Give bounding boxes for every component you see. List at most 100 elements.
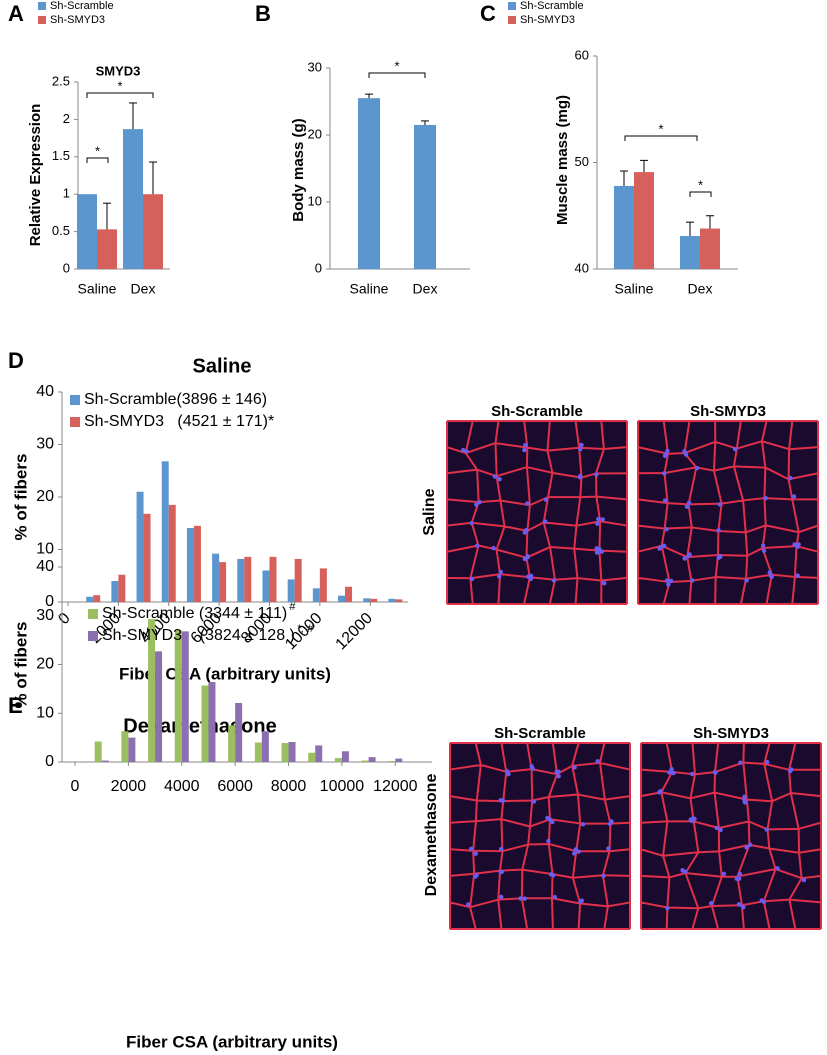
- legend-swatch: [38, 2, 46, 10]
- nucleus: [595, 521, 600, 526]
- panel-label: E: [8, 693, 23, 718]
- nucleus: [602, 581, 607, 586]
- nucleus: [528, 576, 534, 582]
- nucleus: [763, 495, 769, 501]
- nucleus: [736, 902, 742, 907]
- nucleus: [551, 873, 556, 878]
- nucleus: [580, 822, 586, 827]
- image-row-label: Saline: [421, 488, 438, 535]
- bar: [680, 235, 700, 269]
- nucleus: [551, 578, 557, 583]
- fiber-membranes: [637, 420, 819, 605]
- x-tick-label: 12000: [373, 778, 418, 795]
- nucleus: [742, 794, 747, 799]
- bar: [395, 599, 403, 602]
- bar: [368, 757, 376, 762]
- legend-swatch: [38, 16, 46, 24]
- nucleus: [683, 452, 689, 457]
- nucleus: [543, 519, 548, 524]
- bar: [97, 229, 117, 269]
- bar: [334, 758, 342, 762]
- bar: [155, 651, 163, 762]
- panel-label: D: [8, 348, 24, 373]
- nucleus: [578, 446, 583, 452]
- nucleus: [760, 543, 766, 548]
- nucleus: [498, 569, 504, 575]
- legend-label: Sh-SMYD3 (3824 ± 128 ): [102, 627, 295, 644]
- nucleus: [550, 819, 555, 825]
- nucleus: [522, 896, 528, 901]
- nucleus: [545, 815, 550, 821]
- nucleus: [775, 866, 780, 871]
- nucleus: [742, 797, 747, 803]
- y-axis-label: Muscle mass (mg): [554, 95, 571, 225]
- bar: [262, 570, 270, 602]
- nucleus: [573, 847, 579, 852]
- bar: [121, 731, 129, 762]
- bar: [395, 758, 403, 762]
- bar: [77, 194, 97, 269]
- significance-bracket: [86, 157, 109, 163]
- nucleus: [546, 838, 551, 844]
- nucleus: [469, 576, 475, 582]
- nucleus: [764, 759, 770, 765]
- bar: [143, 513, 151, 602]
- nucleus: [497, 574, 502, 579]
- y-tick-label: 0: [63, 260, 70, 275]
- nucleus: [529, 763, 534, 769]
- nucleus: [682, 556, 687, 561]
- nucleus: [474, 502, 479, 507]
- y-tick-label: 40: [575, 260, 589, 275]
- nucleus: [667, 770, 672, 775]
- nucleus: [789, 767, 794, 772]
- nucleus: [579, 898, 585, 903]
- bar: [136, 491, 144, 602]
- nucleus: [525, 501, 530, 506]
- y-tick-label: 1.5: [52, 148, 70, 163]
- bar: [186, 527, 194, 602]
- nucleus: [686, 553, 691, 559]
- panel-label: C: [480, 1, 496, 26]
- x-tick-label: Dex: [131, 281, 156, 297]
- legend-swatch: [88, 631, 98, 641]
- y-tick-label: 20: [308, 126, 322, 141]
- nucleus: [657, 546, 662, 551]
- legend-swatch: [508, 2, 516, 10]
- nucleus: [671, 770, 676, 776]
- nucleus: [491, 545, 496, 551]
- bar: [281, 742, 289, 762]
- x-tick-label: Saline: [78, 281, 117, 297]
- legend-superscript: #: [289, 601, 296, 613]
- nucleus: [666, 582, 671, 587]
- nucleus: [657, 790, 662, 795]
- y-tick-label: 0.5: [52, 223, 70, 238]
- x-tick-label: 6000: [217, 778, 253, 795]
- nucleus: [680, 868, 685, 873]
- bar: [388, 598, 396, 602]
- nucleus: [764, 827, 769, 832]
- nucleus: [738, 760, 743, 765]
- bar: [269, 556, 277, 602]
- nucleus: [469, 520, 474, 526]
- bar: [143, 194, 163, 269]
- nucleus: [669, 767, 674, 772]
- y-tick-label: 2: [63, 111, 70, 126]
- fiber-membranes: [449, 742, 631, 930]
- bar: [208, 682, 216, 762]
- bar: [358, 98, 380, 270]
- image-column-label: Sh-SMYD3: [690, 403, 766, 420]
- nucleus: [531, 799, 537, 804]
- bar: [288, 742, 296, 762]
- bar: [363, 598, 371, 602]
- bar: [345, 586, 353, 602]
- nucleus: [492, 474, 498, 479]
- nucleus: [572, 765, 577, 770]
- y-tick-label: 30: [308, 59, 322, 74]
- significance-bracket: [624, 135, 698, 141]
- nucleus: [718, 827, 723, 833]
- nucleus: [594, 550, 600, 555]
- legend-label: Sh-SMYD3: [50, 14, 105, 26]
- image-column-label: Sh-Scramble: [494, 725, 586, 742]
- significance-bracket: [689, 191, 712, 197]
